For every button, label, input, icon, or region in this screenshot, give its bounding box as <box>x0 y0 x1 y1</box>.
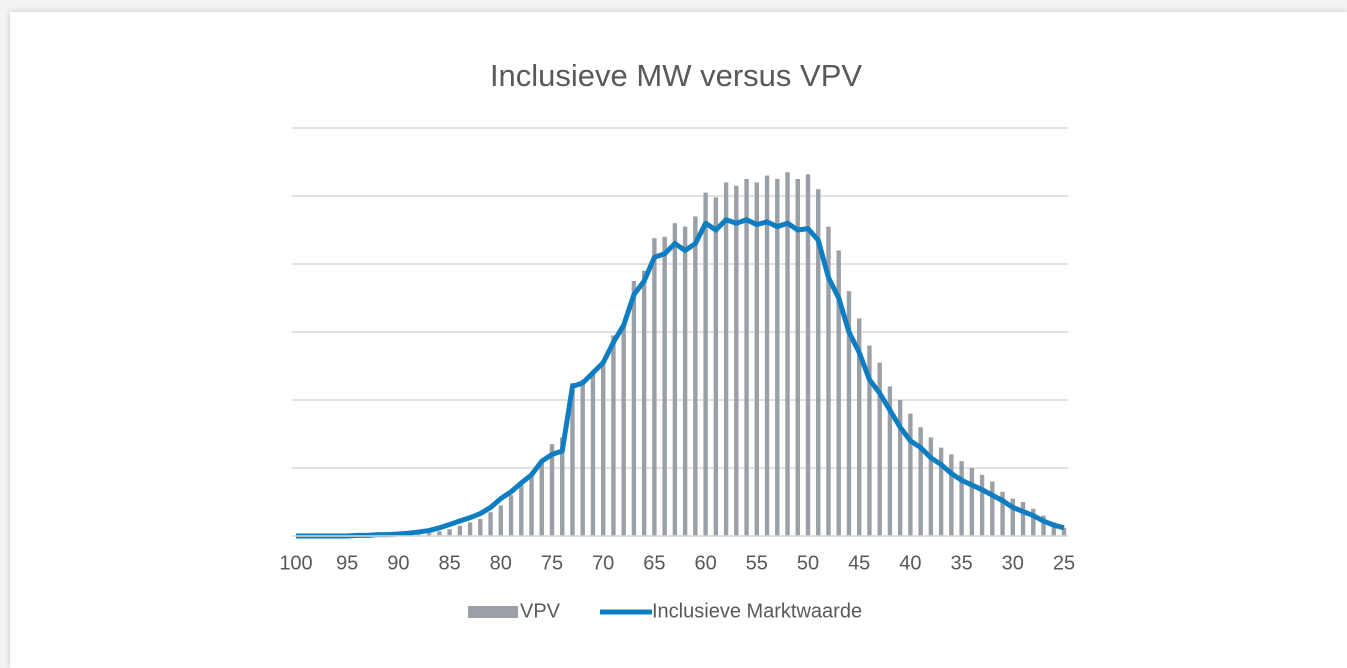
bar <box>959 461 964 536</box>
legend-swatch <box>468 606 518 618</box>
x-tick-label: 60 <box>694 552 716 574</box>
bar <box>519 485 524 536</box>
bar <box>928 437 934 536</box>
bar <box>795 179 800 536</box>
bar <box>949 454 954 536</box>
x-tick-label: 35 <box>950 552 972 574</box>
bar <box>447 529 452 536</box>
x-tick-label: 40 <box>899 552 921 574</box>
bar <box>816 189 821 536</box>
bar <box>478 519 483 536</box>
bar <box>990 481 995 536</box>
bar <box>1051 522 1056 536</box>
bar <box>1020 502 1026 536</box>
bar <box>1010 498 1015 536</box>
bar <box>754 182 759 536</box>
bar <box>621 325 626 536</box>
bar <box>1000 491 1005 536</box>
bar <box>846 291 852 536</box>
bar <box>672 223 678 536</box>
bar <box>457 525 463 536</box>
bar <box>488 512 493 536</box>
bar <box>877 362 882 536</box>
bar <box>498 505 503 536</box>
bar <box>723 182 729 536</box>
bar <box>611 335 616 536</box>
bar <box>836 250 841 536</box>
bar <box>867 345 872 536</box>
bar <box>590 372 596 536</box>
x-tick-label: 70 <box>592 552 614 574</box>
bar <box>713 197 719 537</box>
x-tick-label: 85 <box>438 552 460 574</box>
x-tick-label: 65 <box>643 552 665 574</box>
bar <box>897 400 903 536</box>
chart: Inclusieve MW versus VPV 100 95 90 85 80 75 70… <box>279 58 1075 622</box>
x-tick-label: 30 <box>1002 552 1024 574</box>
bar <box>969 468 975 536</box>
bar <box>580 379 585 536</box>
chart-card: Inclusieve MW versus VPV 100 95 90 85 80 75 70… <box>10 12 1347 668</box>
x-tick-label: 90 <box>387 552 409 574</box>
legend-label: Inclusieve Marktwaarde <box>652 600 862 622</box>
bar <box>662 236 667 537</box>
bar <box>529 474 534 536</box>
x-tick-label: 75 <box>541 552 563 574</box>
x-tick-label: 45 <box>848 552 870 574</box>
bar <box>437 531 442 536</box>
x-tick-label: 95 <box>336 552 358 574</box>
x-tick-label: 100 <box>279 552 312 574</box>
x-tick-label: 25 <box>1053 552 1075 574</box>
bar <box>938 447 944 536</box>
bar <box>908 413 913 536</box>
bar <box>641 270 647 536</box>
bar <box>918 427 923 536</box>
bar <box>508 495 514 536</box>
bar <box>744 179 749 536</box>
bar <box>734 185 739 537</box>
chart-title: Inclusieve MW versus VPV <box>490 58 862 93</box>
bar <box>1031 508 1036 536</box>
bar <box>764 175 770 536</box>
bar <box>826 226 831 536</box>
line <box>296 217 1065 539</box>
bar <box>887 386 893 536</box>
bar <box>979 474 985 536</box>
bar <box>426 533 432 536</box>
bar <box>775 179 780 536</box>
bar <box>539 461 544 536</box>
bar <box>1041 515 1046 536</box>
bar <box>1061 527 1067 536</box>
bar <box>570 383 575 536</box>
x-tick-label: 55 <box>746 552 768 574</box>
bar <box>682 226 688 536</box>
x-tick-label: 80 <box>490 552 512 574</box>
bar <box>693 216 698 536</box>
bar <box>805 174 811 537</box>
bar <box>560 437 565 536</box>
bar <box>785 172 790 536</box>
bar <box>703 192 708 536</box>
bar <box>467 522 473 536</box>
bar <box>857 318 862 536</box>
bar <box>652 238 657 536</box>
legend-label: VPV <box>520 600 561 622</box>
bar <box>549 444 555 536</box>
bar <box>601 362 606 536</box>
x-tick-label: 50 <box>797 552 819 574</box>
bar <box>631 281 637 536</box>
